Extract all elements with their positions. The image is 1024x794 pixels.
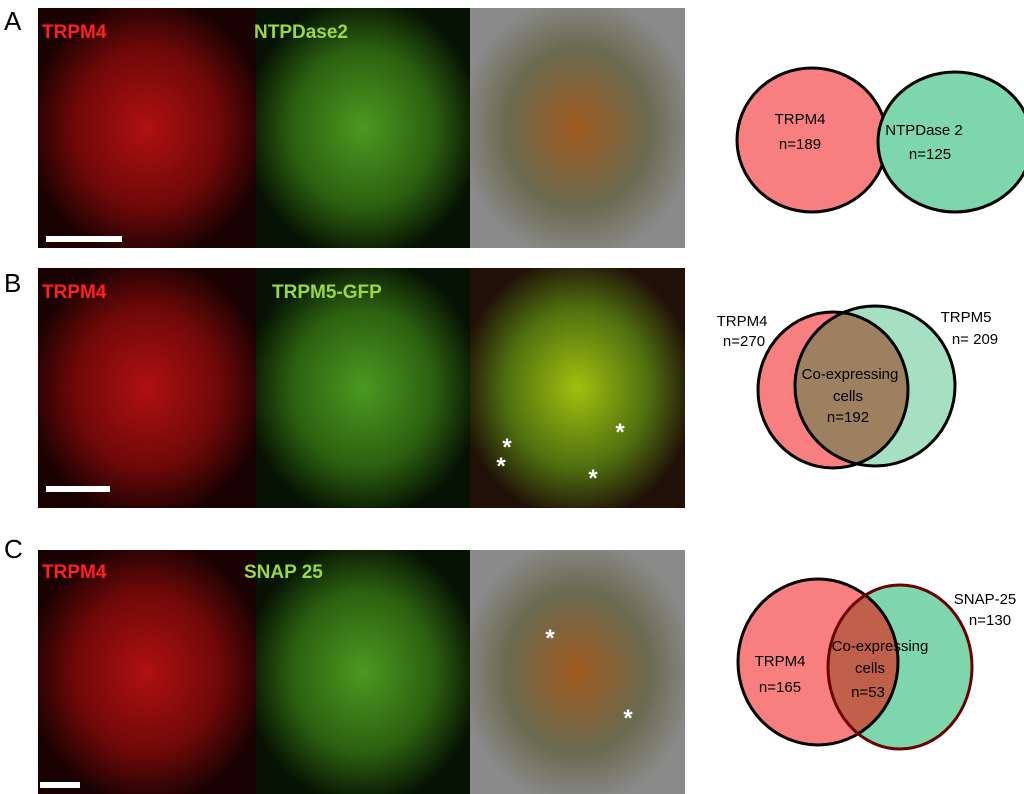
venn-count: n= 209: [952, 331, 998, 348]
panel-label: C: [4, 534, 23, 564]
image-label: TRPM5-GFP: [272, 282, 382, 303]
image-label: TRPM4: [42, 22, 107, 43]
asterisk: *: [496, 453, 506, 480]
scale-bar: [46, 486, 110, 492]
micrograph: [38, 8, 256, 248]
venn-count: n=165: [759, 679, 801, 696]
micrograph: [470, 268, 685, 508]
venn-count: n=125: [909, 146, 951, 163]
venn-label: TRPM5: [941, 309, 992, 326]
micrograph: [470, 550, 685, 794]
venn-count: n=192: [827, 409, 869, 426]
venn-label: SNAP-25: [954, 591, 1017, 608]
venn-outline: [826, 583, 974, 751]
micrograph: [256, 8, 470, 248]
venn-overlap-label: Co-expressing: [832, 638, 929, 655]
asterisk: *: [615, 419, 625, 446]
micrograph: [256, 550, 470, 794]
asterisk: *: [545, 625, 555, 652]
venn-overlap-label: Co-expressing: [802, 366, 899, 383]
panel-label: A: [4, 6, 22, 36]
scale-bar: [46, 236, 122, 242]
venn-label: TRPM4: [717, 313, 768, 330]
venn-count: n=189: [779, 136, 821, 153]
venn-label: NTPDase 2: [885, 122, 963, 139]
venn-circle: [876, 70, 1024, 214]
micrograph: [38, 550, 256, 794]
image-label: NTPDase2: [254, 22, 348, 43]
venn-outline: [756, 310, 910, 470]
venn-count: n=270: [723, 333, 765, 350]
asterisk: *: [502, 434, 512, 461]
venn-overlap-label: cells: [833, 388, 863, 405]
micrograph: [470, 8, 685, 248]
venn-overlap-label: cells: [855, 660, 885, 677]
scale-bar: [40, 782, 80, 788]
asterisk: *: [623, 705, 633, 732]
micrograph: [38, 268, 256, 508]
venn-label: TRPM4: [775, 111, 826, 128]
venn-count: n=53: [851, 684, 885, 701]
image-label: TRPM4: [42, 282, 107, 303]
panel-label: B: [4, 268, 21, 298]
asterisk: *: [588, 465, 598, 492]
venn-count: n=130: [969, 612, 1011, 629]
venn-label: TRPM4: [755, 653, 806, 670]
image-label: TRPM4: [42, 562, 107, 583]
venn-overlap: [828, 585, 898, 745]
venn-outline: [736, 577, 900, 747]
image-label: SNAP 25: [244, 562, 323, 583]
micrograph: [256, 268, 470, 508]
venn-outline: [793, 304, 957, 468]
